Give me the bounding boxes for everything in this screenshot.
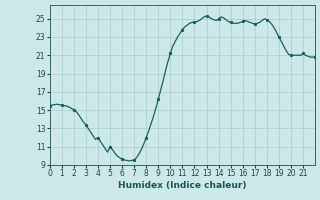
X-axis label: Humidex (Indice chaleur): Humidex (Indice chaleur) — [118, 181, 247, 190]
